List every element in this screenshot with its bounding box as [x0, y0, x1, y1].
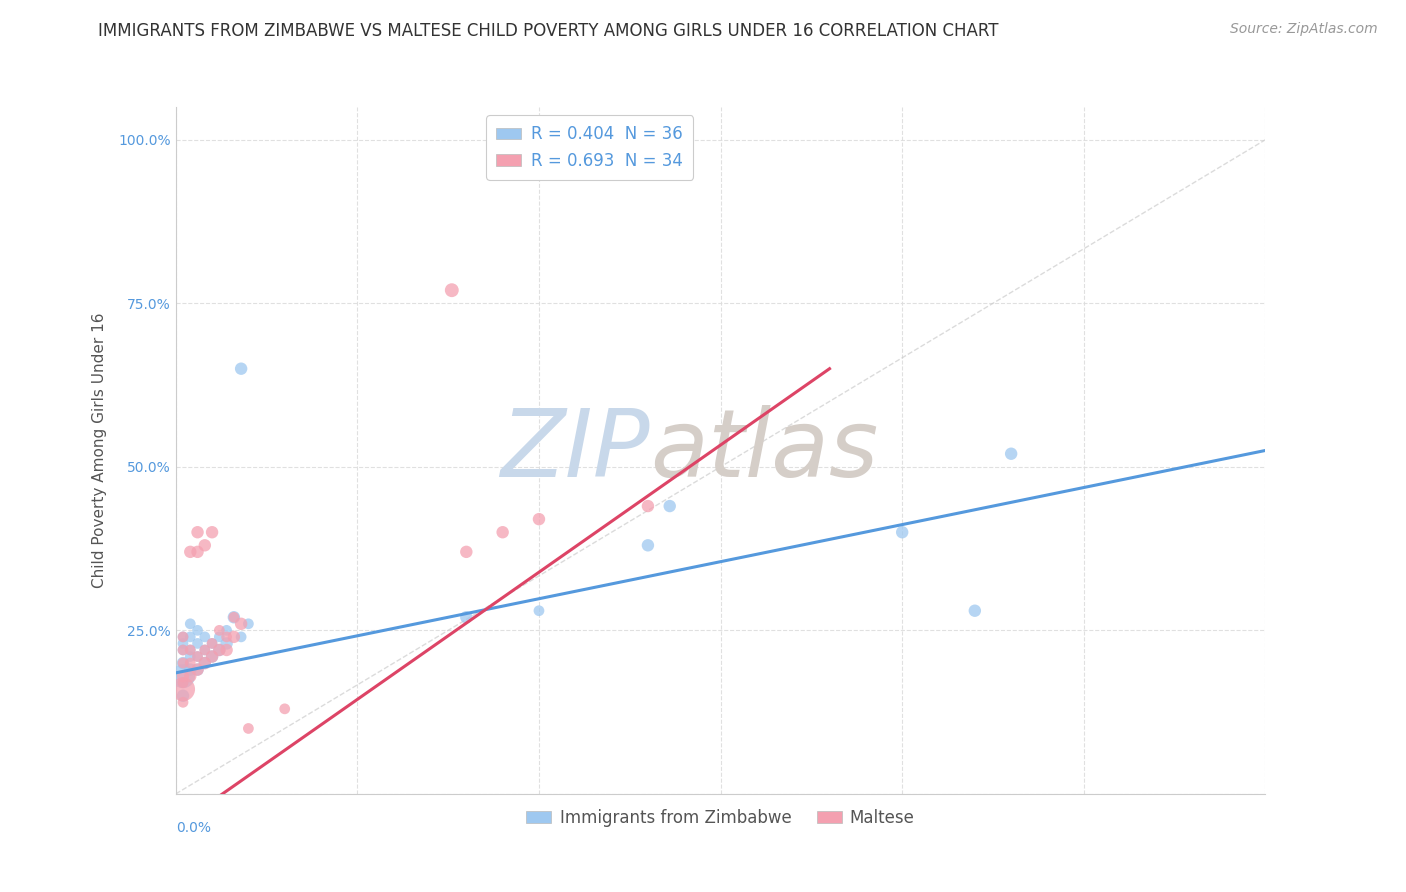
Point [172, 656, 194, 670]
Point [172, 636, 194, 650]
Point [172, 689, 194, 703]
Text: IMMIGRANTS FROM ZIMBABWE VS MALTESE CHILD POVERTY AMONG GIRLS UNDER 16 CORRELATI: IMMIGRANTS FROM ZIMBABWE VS MALTESE CHIL… [98, 22, 998, 40]
Point [172, 682, 194, 697]
Point [658, 499, 681, 513]
Point [208, 643, 231, 657]
Point [1000, 447, 1022, 461]
Y-axis label: Child Poverty Among Girls Under 16: Child Poverty Among Girls Under 16 [93, 313, 107, 588]
Point [208, 624, 231, 638]
Point [201, 649, 224, 664]
Point [179, 643, 201, 657]
Point [186, 525, 209, 540]
Text: Source: ZipAtlas.com: Source: ZipAtlas.com [1230, 22, 1378, 37]
Point [186, 663, 209, 677]
Text: 0.0%: 0.0% [176, 822, 211, 835]
Point [179, 649, 201, 664]
Point [201, 525, 224, 540]
Point [179, 545, 201, 559]
Point [231, 630, 253, 644]
Point [637, 499, 659, 513]
Point [440, 283, 463, 297]
Point [172, 669, 194, 683]
Point [172, 630, 194, 644]
Point [172, 643, 194, 657]
Point [172, 643, 194, 657]
Point [186, 636, 209, 650]
Point [215, 624, 238, 638]
Point [215, 630, 238, 644]
Point [172, 630, 194, 644]
Point [172, 675, 194, 690]
Text: ZIP: ZIP [501, 405, 650, 496]
Point [172, 695, 194, 709]
Point [186, 624, 209, 638]
Point [238, 722, 260, 736]
Point [179, 669, 201, 683]
Point [186, 649, 209, 664]
Point [231, 616, 253, 631]
Point [194, 643, 217, 657]
Point [637, 538, 659, 552]
Point [179, 616, 201, 631]
Point [194, 656, 217, 670]
Point [194, 538, 217, 552]
Point [194, 656, 217, 670]
Point [172, 656, 194, 670]
Point [456, 610, 478, 624]
Point [194, 630, 217, 644]
Point [179, 656, 201, 670]
Point [208, 630, 231, 644]
Point [891, 525, 914, 540]
Point [201, 636, 224, 650]
Point [231, 361, 253, 376]
Legend: Immigrants from Zimbabwe, Maltese: Immigrants from Zimbabwe, Maltese [520, 802, 921, 834]
Point [222, 610, 245, 624]
Point [963, 604, 986, 618]
Point [238, 616, 260, 631]
Point [492, 525, 515, 540]
Point [201, 649, 224, 664]
Point [186, 649, 209, 664]
Point [172, 675, 194, 690]
Point [527, 604, 550, 618]
Point [186, 545, 209, 559]
Point [172, 669, 194, 683]
Text: atlas: atlas [650, 405, 877, 496]
Point [201, 636, 224, 650]
Point [456, 545, 478, 559]
Point [179, 643, 201, 657]
Point [179, 630, 201, 644]
Point [194, 643, 217, 657]
Point [215, 643, 238, 657]
Point [222, 630, 245, 644]
Point [208, 643, 231, 657]
Point [215, 636, 238, 650]
Point [222, 610, 245, 624]
Point [186, 663, 209, 677]
Point [274, 702, 297, 716]
Point [179, 663, 201, 677]
Point [527, 512, 550, 526]
